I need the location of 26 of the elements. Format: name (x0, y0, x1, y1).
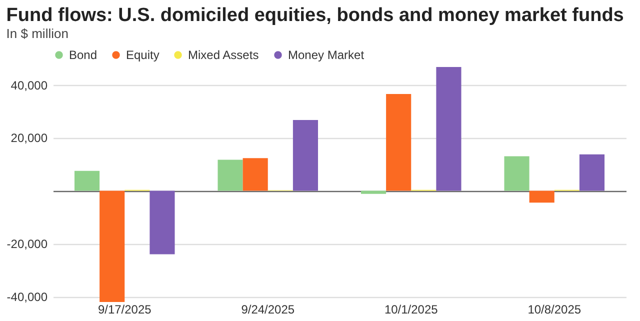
bar (218, 160, 243, 191)
bar (360, 190, 386, 194)
bar (74, 170, 100, 191)
legend-label: Money Market (288, 48, 365, 62)
x-tick-label: 9/24/2025 (241, 302, 295, 316)
bar (579, 154, 605, 191)
bar (504, 156, 530, 191)
x-tick-label: 10/1/2025 (384, 302, 438, 316)
x-tick-label: 10/8/2025 (528, 302, 582, 316)
bar (436, 67, 462, 191)
bar (386, 94, 412, 191)
chart-title: Fund flows: U.S. domiciled equities, bonds and money market funds (6, 5, 624, 26)
y-tick-label: -40,000 (6, 290, 48, 304)
legend-label: Bond (69, 48, 98, 62)
x-tick-label: 9/17/2025 (98, 302, 152, 316)
bar (292, 120, 318, 191)
bar (529, 190, 554, 203)
y-tick-label: 20,000 (10, 131, 48, 146)
bar (242, 158, 268, 191)
y-tick-label: -20,000 (6, 237, 48, 252)
y-tick-label: 40,000 (10, 78, 48, 92)
chart-subtitle: In $ million (6, 26, 68, 41)
legend-label: Mixed Assets (188, 48, 259, 62)
legend-label: Equity (126, 48, 160, 62)
bar (150, 190, 175, 254)
bar (100, 190, 125, 302)
